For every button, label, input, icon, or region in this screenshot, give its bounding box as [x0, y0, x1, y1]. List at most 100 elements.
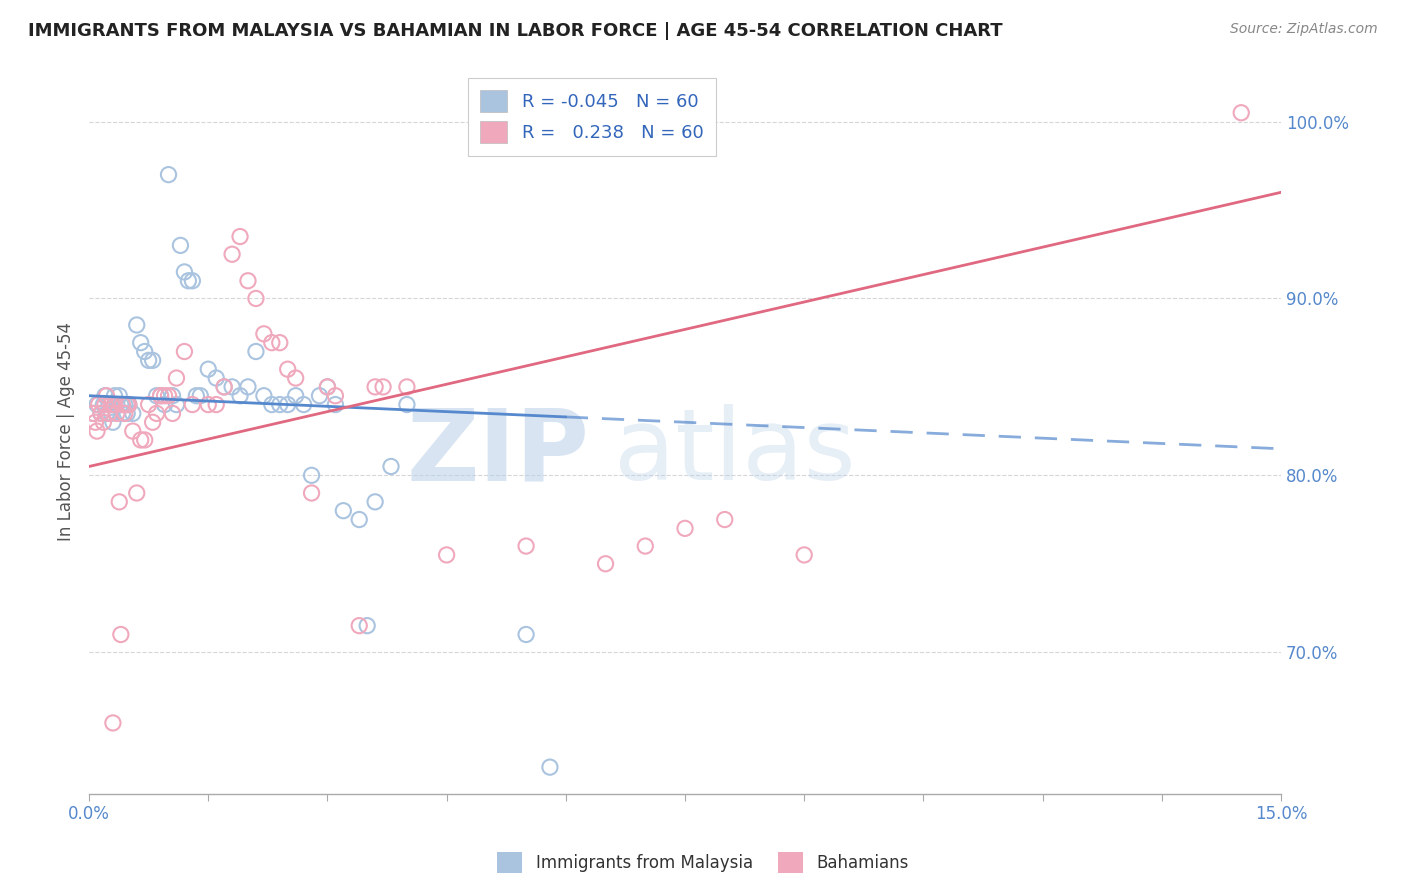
- Point: [325, 389, 347, 403]
- Point: [90, 406, 112, 420]
- Point: [436, 548, 458, 562]
- Point: [134, 344, 156, 359]
- Point: [292, 398, 315, 412]
- Point: [277, 398, 299, 412]
- Point: [129, 335, 152, 350]
- Point: [138, 353, 160, 368]
- Point: [142, 353, 165, 368]
- Point: [221, 380, 243, 394]
- Point: [284, 389, 307, 403]
- Point: [121, 406, 143, 420]
- Point: [269, 398, 291, 412]
- Text: ZIP: ZIP: [406, 404, 589, 501]
- Point: [186, 389, 208, 403]
- Point: [793, 548, 815, 562]
- Point: [87, 398, 110, 412]
- Point: [316, 380, 339, 394]
- Point: [515, 627, 537, 641]
- Point: [134, 433, 156, 447]
- Point: [364, 380, 387, 394]
- Point: [97, 398, 120, 412]
- Point: [673, 521, 696, 535]
- Point: [162, 389, 184, 403]
- Point: [149, 389, 172, 403]
- Legend: Immigrants from Malaysia, Bahamians: Immigrants from Malaysia, Bahamians: [491, 846, 915, 880]
- Point: [301, 486, 323, 500]
- Point: [269, 335, 291, 350]
- Point: [277, 362, 299, 376]
- Point: [181, 398, 204, 412]
- Point: [515, 539, 537, 553]
- Point: [308, 389, 330, 403]
- Point: [166, 398, 188, 412]
- Point: [103, 398, 125, 412]
- Point: [325, 398, 347, 412]
- Point: [142, 415, 165, 429]
- Point: [316, 380, 339, 394]
- Point: [205, 371, 228, 385]
- Point: [111, 398, 134, 412]
- Point: [380, 459, 402, 474]
- Point: [245, 344, 267, 359]
- Point: [595, 557, 617, 571]
- Point: [166, 371, 188, 385]
- Point: [157, 168, 180, 182]
- Point: [1230, 105, 1253, 120]
- Point: [84, 415, 107, 429]
- Point: [105, 406, 128, 420]
- Point: [395, 398, 418, 412]
- Point: [118, 398, 141, 412]
- Point: [253, 389, 276, 403]
- Point: [145, 389, 167, 403]
- Point: [108, 389, 131, 403]
- Point: [173, 265, 195, 279]
- Point: [205, 398, 228, 412]
- Point: [332, 504, 354, 518]
- Point: [356, 618, 378, 632]
- Point: [181, 274, 204, 288]
- Point: [395, 380, 418, 394]
- Point: [229, 229, 252, 244]
- Point: [125, 318, 148, 332]
- Point: [153, 398, 176, 412]
- Point: [93, 398, 115, 412]
- Text: IMMIGRANTS FROM MALAYSIA VS BAHAMIAN IN LABOR FORCE | AGE 45-54 CORRELATION CHAR: IMMIGRANTS FROM MALAYSIA VS BAHAMIAN IN …: [28, 22, 1002, 40]
- Point: [177, 274, 200, 288]
- Point: [634, 539, 657, 553]
- Point: [197, 362, 219, 376]
- Point: [105, 398, 128, 412]
- Point: [100, 398, 122, 412]
- Point: [301, 468, 323, 483]
- Point: [212, 380, 235, 394]
- Point: [284, 371, 307, 385]
- Point: [86, 424, 108, 438]
- Point: [118, 398, 141, 412]
- Point: [145, 406, 167, 420]
- Point: [103, 389, 125, 403]
- Point: [173, 344, 195, 359]
- Point: [364, 495, 387, 509]
- Point: [90, 406, 112, 420]
- Point: [260, 398, 283, 412]
- Point: [82, 406, 104, 420]
- Point: [229, 389, 252, 403]
- Point: [212, 380, 235, 394]
- Point: [347, 618, 370, 632]
- Point: [125, 486, 148, 500]
- Point: [129, 433, 152, 447]
- Point: [245, 292, 267, 306]
- Legend: R = -0.045   N = 60, R =   0.238   N = 60: R = -0.045 N = 60, R = 0.238 N = 60: [468, 78, 716, 156]
- Y-axis label: In Labor Force | Age 45-54: In Labor Force | Age 45-54: [58, 322, 75, 541]
- Point: [197, 398, 219, 412]
- Point: [86, 398, 108, 412]
- Point: [162, 406, 184, 420]
- Point: [260, 335, 283, 350]
- Point: [110, 398, 132, 412]
- Point: [94, 398, 117, 412]
- Point: [138, 398, 160, 412]
- Text: atlas: atlas: [613, 404, 855, 501]
- Point: [97, 406, 120, 420]
- Point: [153, 389, 176, 403]
- Point: [713, 512, 735, 526]
- Point: [114, 406, 136, 420]
